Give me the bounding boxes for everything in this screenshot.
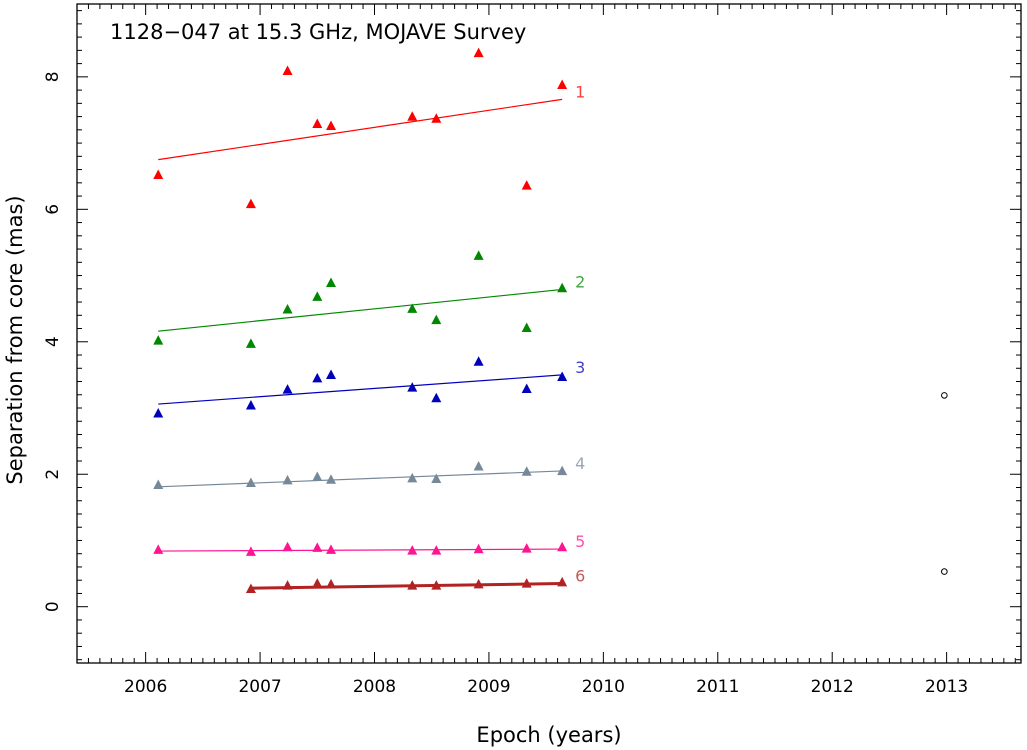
data-point — [521, 466, 532, 476]
data-point — [245, 546, 256, 556]
series-labels: 1 2 3 4 5 6 — [575, 82, 585, 585]
fit-lines — [158, 98, 563, 590]
data-point — [282, 541, 293, 552]
plot-frame — [76, 3, 1022, 664]
series-label: 5 — [575, 532, 585, 551]
data-point — [326, 544, 337, 554]
fit-line — [158, 374, 563, 405]
y-tick-labels: 0 2 4 6 8 — [43, 71, 63, 612]
data-point — [557, 541, 568, 552]
y-tick-label: 0 — [43, 601, 63, 612]
data-point — [312, 291, 323, 301]
series-label: 2 — [575, 272, 585, 291]
data-point — [245, 400, 256, 410]
data-point — [153, 479, 164, 490]
data-point — [473, 543, 484, 554]
y-tick-label: 4 — [43, 336, 63, 347]
data-point — [153, 335, 164, 345]
data-point — [473, 250, 484, 260]
data-point — [282, 474, 293, 485]
data-point — [941, 568, 948, 575]
series-label: 1 — [575, 82, 585, 101]
data-point — [312, 372, 323, 383]
data-point — [407, 545, 418, 555]
data-point — [326, 578, 337, 589]
fit-line — [158, 548, 563, 552]
series-label: 3 — [575, 358, 585, 377]
chart-title: 1128−047 at 15.3 GHz, MOJAVE Survey — [110, 20, 526, 44]
data-point — [431, 580, 442, 590]
data-point — [941, 392, 948, 399]
data-points — [153, 47, 948, 593]
data-point — [407, 472, 418, 483]
data-point — [557, 576, 568, 587]
x-tick-label: 2013 — [925, 677, 968, 697]
data-point — [326, 369, 337, 380]
data-point — [557, 465, 568, 476]
fit-line — [158, 98, 563, 161]
y-axis-title: Separation from core (mas) — [3, 195, 27, 484]
x-tick-label: 2007 — [238, 677, 281, 697]
data-point — [407, 111, 418, 121]
data-point — [153, 407, 164, 418]
x-axis-title: Epoch (years) — [476, 723, 621, 747]
y-tick-label: 2 — [43, 469, 63, 480]
data-point — [521, 543, 532, 553]
data-point — [521, 322, 532, 333]
x-tick-label: 2008 — [353, 677, 396, 697]
data-point — [473, 47, 484, 58]
data-point — [557, 282, 568, 293]
data-point — [473, 356, 484, 366]
data-point — [282, 303, 293, 314]
data-point — [431, 314, 442, 325]
data-point — [557, 79, 568, 89]
data-point — [473, 578, 484, 589]
data-point — [431, 473, 442, 484]
x-tick-label: 2012 — [811, 677, 854, 697]
data-point — [521, 180, 532, 190]
data-point — [326, 474, 337, 484]
data-point — [407, 303, 418, 313]
data-point — [431, 113, 442, 123]
x-tick-label: 2011 — [696, 677, 739, 697]
data-point — [312, 578, 323, 588]
data-point — [326, 277, 337, 287]
series-label: 6 — [575, 567, 585, 586]
data-point — [245, 198, 256, 209]
x-tick-label: 2006 — [124, 677, 167, 697]
data-point — [245, 477, 256, 488]
data-point — [153, 544, 164, 554]
data-point — [521, 383, 532, 393]
data-point — [431, 392, 442, 403]
data-point — [245, 583, 256, 593]
data-point — [326, 120, 337, 131]
data-point — [473, 460, 484, 471]
x-tick-label: 2009 — [467, 677, 510, 697]
data-point — [407, 382, 418, 392]
data-point — [282, 580, 293, 590]
data-point — [282, 65, 293, 76]
fit-line — [158, 470, 563, 488]
data-point — [557, 371, 568, 382]
data-point — [521, 578, 532, 588]
fit-line — [250, 582, 563, 590]
data-point — [312, 542, 323, 552]
fit-line — [158, 288, 563, 332]
series-label: 4 — [575, 454, 585, 473]
data-point — [282, 384, 293, 394]
x-tick-labels: 2006 2007 2008 2009 2010 2011 2012 2013 — [124, 677, 968, 697]
data-point — [153, 169, 164, 180]
data-point — [312, 471, 323, 482]
data-point — [245, 338, 256, 348]
y-tick-label: 6 — [43, 204, 63, 215]
x-tick-label: 2010 — [582, 677, 625, 697]
data-point — [431, 545, 442, 555]
data-point — [407, 580, 418, 590]
axis-ticks — [76, 4, 1021, 663]
data-point — [312, 118, 323, 129]
y-tick-label: 8 — [43, 71, 63, 82]
